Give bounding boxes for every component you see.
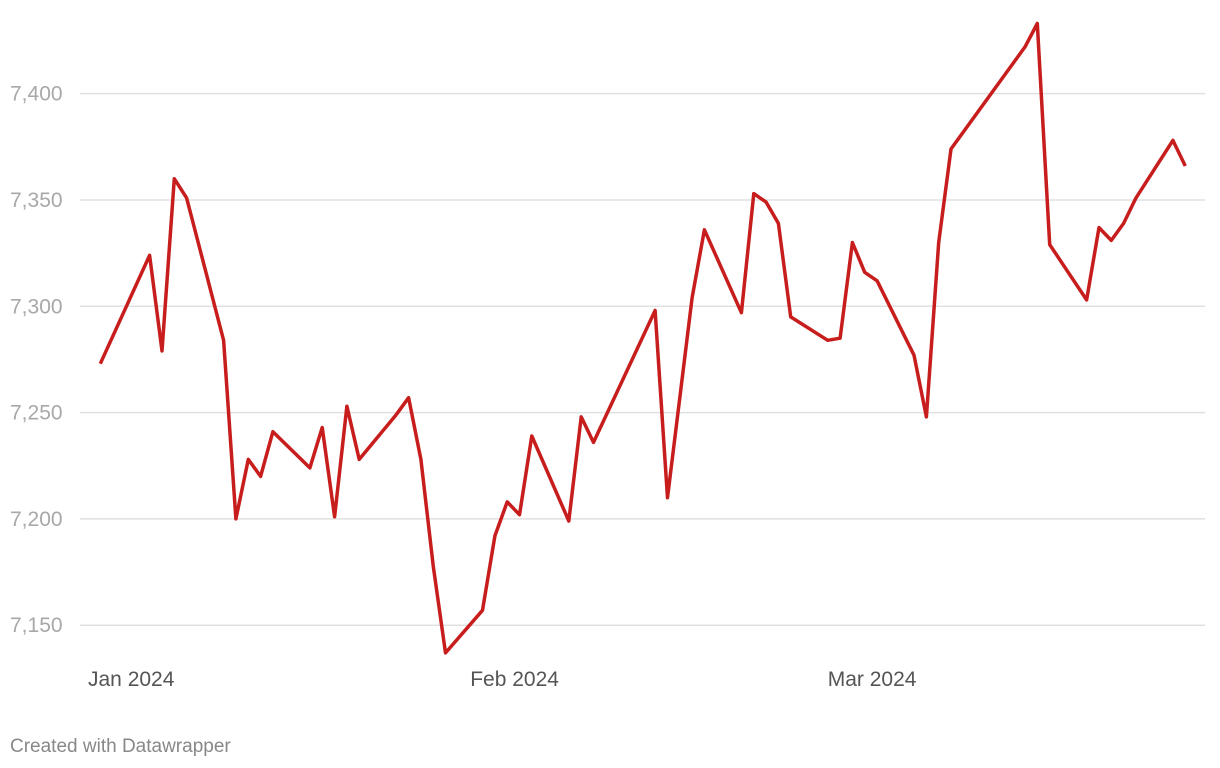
y-tick-label: 7,300	[10, 295, 63, 318]
x-tick-label: Feb 2024	[470, 668, 559, 691]
y-tick-label: 7,200	[10, 508, 63, 531]
line	[98, 21, 1187, 655]
y-tick-label: 7,400	[10, 83, 63, 106]
y-tick-label: 7,250	[10, 402, 63, 425]
x-tick-label: Mar 2024	[828, 668, 917, 691]
y-tick-label: 7,150	[10, 614, 63, 637]
footer: Created with Datawrapper	[10, 736, 231, 757]
x-tick-label: Jan 2024	[88, 668, 175, 691]
y-tick-label: 7,350	[10, 189, 63, 212]
